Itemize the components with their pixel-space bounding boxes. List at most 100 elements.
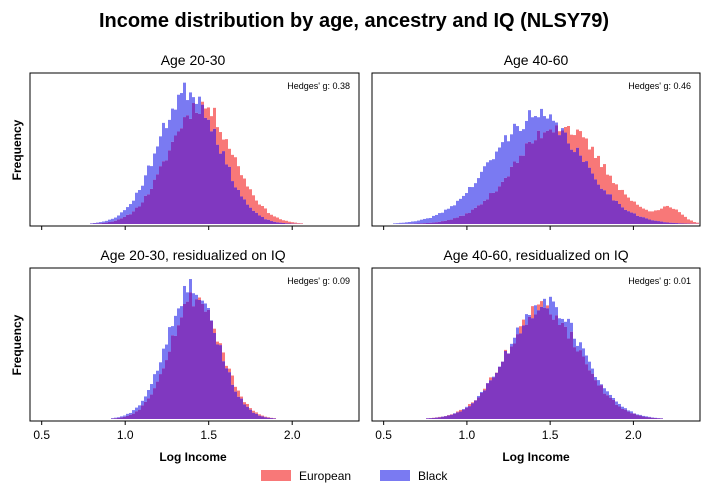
bar-black [147, 390, 150, 399]
bar-overlap [261, 416, 264, 419]
bar-european [531, 306, 534, 319]
bar-black [195, 103, 198, 113]
bar-overlap [585, 364, 588, 419]
bar-overlap [528, 316, 531, 419]
bar-european [213, 328, 216, 334]
bar-european [696, 222, 699, 224]
bar-overlap [153, 179, 156, 224]
bar-overlap [126, 415, 129, 419]
bar-european [693, 222, 696, 224]
bar-overlap [549, 129, 552, 224]
bar-overlap [150, 394, 153, 419]
bar-overlap [516, 334, 519, 419]
bar-black [159, 136, 162, 167]
bar-overlap [579, 350, 582, 419]
bar-overlap [525, 324, 528, 419]
bar-european [675, 209, 678, 224]
bar-black [162, 122, 165, 162]
x-ticks [383, 226, 634, 230]
bar-european [678, 212, 681, 224]
bar-overlap [237, 189, 240, 224]
bar-black [561, 318, 564, 323]
bar-black [624, 408, 627, 410]
bar-black [459, 198, 462, 216]
bar-black [138, 405, 141, 410]
bar-black [537, 117, 540, 131]
bar-black [159, 362, 162, 375]
bar-overlap [579, 155, 582, 224]
bar-black [594, 377, 597, 381]
bar-black [423, 218, 426, 224]
hedges-g-label: Hedges' g: 0.46 [628, 81, 691, 91]
bar-black [183, 285, 186, 304]
bar-european [294, 222, 297, 224]
x-ticks: 0.5 1.0 1.5 2.0 [375, 421, 642, 442]
bar-overlap [555, 125, 558, 224]
bar-overlap [654, 418, 657, 419]
bar-overlap [138, 409, 141, 419]
bar-overlap [567, 143, 570, 224]
bar-european [594, 158, 597, 180]
bar-overlap [558, 135, 561, 224]
bar-black [177, 94, 180, 132]
histogram-bars [426, 296, 663, 419]
bar-european [690, 220, 693, 224]
bar-black [123, 415, 126, 417]
x-tick-label: 2.0 [625, 428, 642, 442]
panel-title: Age 20-30 [161, 52, 226, 68]
bar-overlap [228, 372, 231, 419]
bar-overlap [636, 215, 639, 224]
bar-overlap [588, 167, 591, 224]
bar-black [570, 322, 573, 332]
bar-overlap [645, 417, 648, 419]
bar-overlap [129, 214, 132, 224]
bar-overlap [450, 414, 453, 419]
bar-overlap [453, 218, 456, 224]
bar-overlap [117, 417, 120, 419]
bar-overlap [255, 212, 258, 224]
bar-black [126, 207, 129, 215]
bar-overlap [144, 401, 147, 419]
bar-black [414, 221, 417, 224]
bar-black [585, 355, 588, 365]
panel-title: Age 20-30, residualized on IQ [100, 247, 285, 263]
bar-european [258, 414, 261, 416]
bar-black [174, 109, 177, 136]
bar-overlap [543, 307, 546, 419]
bar-overlap [498, 366, 501, 419]
bar-overlap [168, 150, 171, 224]
bar-overlap [486, 383, 489, 419]
bar-black [612, 398, 615, 400]
plot-frame [29, 72, 360, 227]
bar-overlap [261, 216, 264, 224]
bar-overlap [210, 320, 213, 419]
bar-overlap [477, 205, 480, 224]
bar-overlap [180, 128, 183, 224]
bar-overlap [183, 303, 186, 419]
bar-overlap [600, 385, 603, 419]
bar-european [612, 183, 615, 201]
bar-overlap [231, 384, 234, 419]
bar-european [471, 402, 474, 404]
bar-black [93, 223, 96, 224]
bar-european [618, 190, 621, 204]
bar-overlap [534, 314, 537, 419]
bar-european [579, 131, 582, 156]
bar-black [195, 294, 198, 300]
bar-overlap [549, 314, 552, 419]
bar-black [432, 215, 435, 223]
bar-black [429, 217, 432, 223]
bar-european [216, 341, 219, 345]
bar-european [606, 174, 609, 195]
bar-overlap [606, 395, 609, 419]
bar-overlap [177, 325, 180, 419]
bar-black [135, 192, 138, 208]
bar-black [393, 223, 396, 224]
bar-overlap [615, 200, 618, 224]
bar-european [252, 410, 255, 413]
bar-overlap [273, 221, 276, 224]
bar-black [534, 116, 537, 141]
bar-overlap [432, 417, 435, 419]
bar-black [102, 221, 105, 223]
